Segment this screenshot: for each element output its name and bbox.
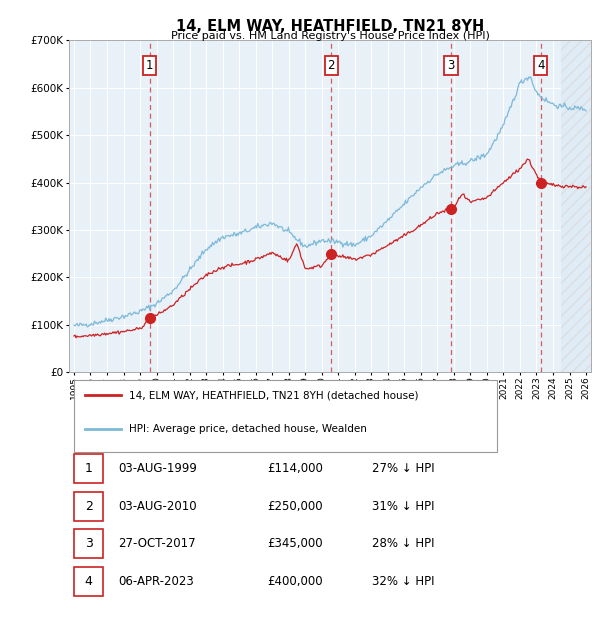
- Text: 27-OCT-2017: 27-OCT-2017: [119, 538, 196, 551]
- Text: 2: 2: [85, 500, 92, 513]
- Bar: [561, 40, 591, 373]
- Text: 14, ELM WAY, HEATHFIELD, TN21 8YH: 14, ELM WAY, HEATHFIELD, TN21 8YH: [176, 19, 484, 33]
- FancyBboxPatch shape: [74, 529, 103, 558]
- Text: 4: 4: [537, 59, 544, 72]
- Text: Price paid vs. HM Land Registry's House Price Index (HPI): Price paid vs. HM Land Registry's House …: [170, 31, 490, 41]
- Text: £400,000: £400,000: [268, 575, 323, 588]
- FancyBboxPatch shape: [74, 492, 103, 521]
- Text: £345,000: £345,000: [268, 538, 323, 551]
- Text: 1: 1: [146, 59, 154, 72]
- Text: 06-APR-2023: 06-APR-2023: [119, 575, 194, 588]
- Text: 27% ↓ HPI: 27% ↓ HPI: [372, 463, 434, 476]
- FancyBboxPatch shape: [74, 567, 103, 596]
- Text: 2: 2: [328, 59, 335, 72]
- FancyBboxPatch shape: [74, 379, 497, 452]
- Bar: [561, 40, 591, 373]
- Text: 31% ↓ HPI: 31% ↓ HPI: [372, 500, 434, 513]
- Text: 14, ELM WAY, HEATHFIELD, TN21 8YH (detached house): 14, ELM WAY, HEATHFIELD, TN21 8YH (detac…: [129, 390, 419, 401]
- Text: 1: 1: [85, 463, 92, 476]
- Text: 28% ↓ HPI: 28% ↓ HPI: [372, 538, 434, 551]
- Text: 4: 4: [85, 575, 92, 588]
- Text: 03-AUG-1999: 03-AUG-1999: [119, 463, 197, 476]
- Text: 32% ↓ HPI: 32% ↓ HPI: [372, 575, 434, 588]
- Text: HPI: Average price, detached house, Wealden: HPI: Average price, detached house, Weal…: [129, 424, 367, 434]
- Text: £250,000: £250,000: [268, 500, 323, 513]
- Text: 03-AUG-2010: 03-AUG-2010: [119, 500, 197, 513]
- Text: £114,000: £114,000: [268, 463, 323, 476]
- FancyBboxPatch shape: [74, 454, 103, 484]
- Text: 3: 3: [448, 59, 455, 72]
- Text: 3: 3: [85, 538, 92, 551]
